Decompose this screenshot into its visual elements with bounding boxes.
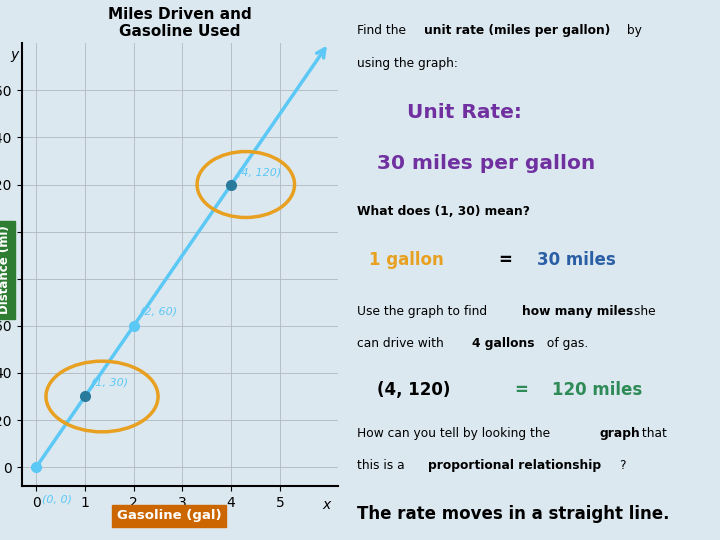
- Text: What does (1, 30) mean?: What does (1, 30) mean?: [357, 205, 531, 218]
- Text: 1 gallon: 1 gallon: [369, 251, 444, 269]
- Text: (4, 120): (4, 120): [377, 381, 450, 399]
- Text: Gasoline (gal): Gasoline (gal): [117, 509, 222, 522]
- Text: 30 miles: 30 miles: [537, 251, 616, 269]
- Text: 30 miles per gallon: 30 miles per gallon: [377, 154, 595, 173]
- Text: y: y: [10, 48, 19, 62]
- Text: =: =: [514, 381, 528, 399]
- Text: can drive with: can drive with: [357, 338, 448, 350]
- Text: (0, 0): (0, 0): [42, 495, 72, 505]
- Text: Find the: Find the: [357, 24, 410, 37]
- Text: Distance (mi): Distance (mi): [0, 226, 11, 314]
- Text: how many miles: how many miles: [521, 305, 633, 318]
- Text: (4, 120): (4, 120): [237, 167, 282, 178]
- Text: ?: ?: [619, 459, 626, 472]
- Text: proportional relationship: proportional relationship: [428, 459, 601, 472]
- Text: 120 miles: 120 miles: [552, 381, 642, 399]
- Text: How can you tell by looking the: How can you tell by looking the: [357, 427, 554, 440]
- Text: by: by: [623, 24, 642, 37]
- Text: of gas.: of gas.: [543, 338, 588, 350]
- Text: using the graph:: using the graph:: [357, 57, 459, 70]
- Text: unit rate (miles per gallon): unit rate (miles per gallon): [424, 24, 611, 37]
- Text: The rate moves in a straight line.: The rate moves in a straight line.: [357, 505, 670, 523]
- Text: =: =: [499, 251, 513, 269]
- Text: (1, 30): (1, 30): [91, 377, 128, 387]
- Text: this is a: this is a: [357, 459, 409, 472]
- Text: 4 gallons: 4 gallons: [472, 338, 534, 350]
- Text: graph: graph: [600, 427, 641, 440]
- Text: that: that: [638, 427, 667, 440]
- Text: x: x: [322, 498, 330, 512]
- Text: Unit Rate:: Unit Rate:: [407, 103, 522, 122]
- Text: she: she: [630, 305, 656, 318]
- Title: Miles Driven and
Gasoline Used: Miles Driven and Gasoline Used: [108, 7, 252, 39]
- Text: Use the graph to find: Use the graph to find: [357, 305, 492, 318]
- Text: (2, 60): (2, 60): [140, 306, 176, 316]
